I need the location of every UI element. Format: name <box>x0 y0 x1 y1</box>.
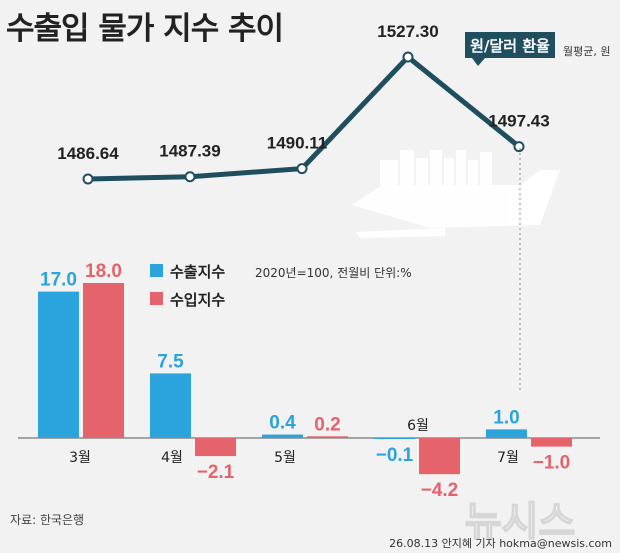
fx-series-line <box>87 53 521 182</box>
watermark: 뉴시스 <box>465 499 575 545</box>
fx-value-label: 1487.39 <box>159 142 220 161</box>
month-tick-label: 4월 <box>161 450 183 466</box>
import-value-label: −2.1 <box>197 462 235 483</box>
page-title: 수출입 물가 지수 추이 <box>6 11 284 47</box>
export-value-label: 1.0 <box>493 407 519 428</box>
export-value-label: 17.0 <box>40 270 77 291</box>
fx-label: 원/달러 환율 <box>470 37 550 55</box>
fx-unit: 월평균, 원 <box>563 45 610 58</box>
fx-label-tag: 원/달러 환율 <box>465 32 555 66</box>
fx-point <box>184 171 196 183</box>
import-bar <box>531 438 572 447</box>
import-bar <box>195 438 236 457</box>
export-value-label: 7.5 <box>157 351 184 372</box>
ship-icon <box>352 150 560 238</box>
fx-point <box>296 163 308 175</box>
fx-point <box>402 51 414 63</box>
import-value-label: 18.0 <box>85 261 122 282</box>
fx-point <box>513 141 525 153</box>
import-bar <box>83 283 124 438</box>
legend: 수출지수 수입지수 <box>150 263 225 309</box>
export-value-label: 0.4 <box>269 413 296 434</box>
legend-swatch-import <box>150 292 163 305</box>
import-value-label: 0.2 <box>314 414 340 435</box>
month-tick-label: 5월 <box>274 450 296 466</box>
fx-line-chart: 1486.64 1487.39 1490.11 1527.30 1497.43 <box>57 22 550 185</box>
source-note: 자료: 한국은행 <box>10 512 84 527</box>
import-value-label: −1.0 <box>533 453 571 474</box>
month-tick-label: 3월 <box>69 450 91 466</box>
month-tick-label: 6월 <box>407 418 429 434</box>
import-bar <box>307 436 348 438</box>
fx-value-label: 1490.11 <box>267 134 328 153</box>
export-value-label: −0.1 <box>376 445 414 466</box>
export-bar <box>262 434 303 438</box>
fx-value-label: 1486.64 <box>57 144 119 163</box>
fx-value-label: 1527.30 <box>377 22 438 41</box>
import-bar <box>419 438 460 475</box>
credit-line: 26.08.13 안지혜 기자 hokma@newsis.com <box>389 537 612 550</box>
legend-swatch-export <box>150 264 163 277</box>
export-bar <box>486 429 527 438</box>
month-tick-label: 7월 <box>497 450 519 466</box>
fx-value-label: 1497.43 <box>488 112 549 131</box>
unit-note: 2020년=100, 전월비 단위:% <box>255 266 412 280</box>
legend-label-export: 수출지수 <box>170 263 225 281</box>
legend-label-import: 수입지수 <box>170 291 225 309</box>
fx-point <box>82 173 94 185</box>
price-index-bar-chart: 17.0 7.5 0.4 −0.1 1.0 18.0 −2.1 0.2 −4.2 −1.0 3월 4월… <box>18 261 600 501</box>
export-bar <box>150 373 191 438</box>
export-bar <box>38 291 79 438</box>
import-value-label: −4.2 <box>421 480 459 501</box>
export-bar <box>374 438 415 439</box>
